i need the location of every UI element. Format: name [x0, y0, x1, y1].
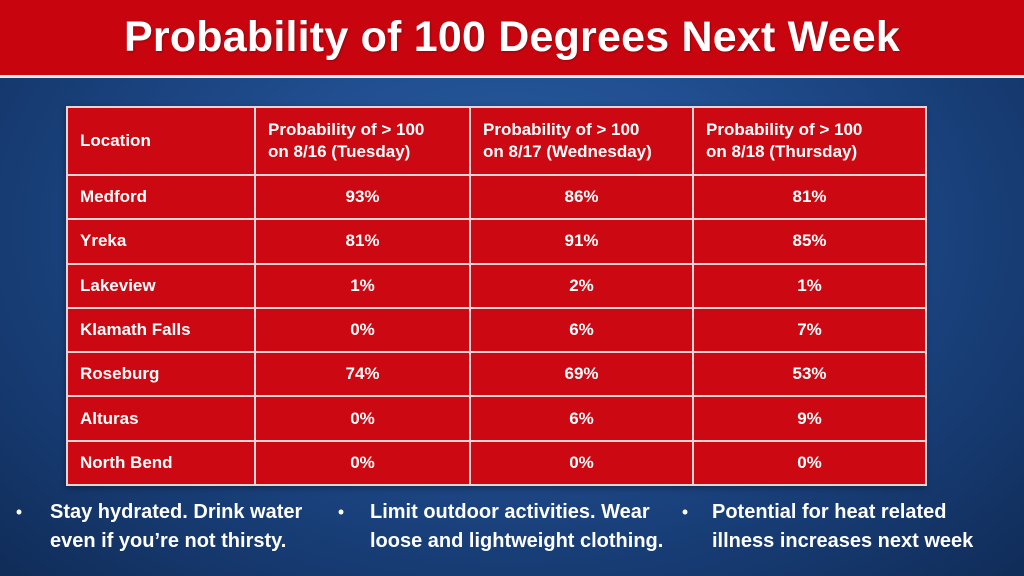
value-cell: 0% — [469, 439, 694, 487]
tip-outdoor: • Limit outdoor activities. Wear loose a… — [330, 498, 663, 556]
value-cell: 0% — [254, 439, 471, 487]
value-cell: 53% — [692, 351, 927, 398]
location-cell: Yreka — [66, 218, 256, 265]
value-cell: 91% — [469, 218, 694, 265]
bullet-icon: • — [15, 502, 23, 522]
value-cell: 6% — [469, 395, 694, 442]
bullet-icon: • — [681, 502, 689, 522]
location-cell: Alturas — [66, 395, 256, 442]
value-cell: 85% — [692, 218, 927, 265]
table-row: Yreka 81% 91% 85% — [66, 218, 927, 265]
value-cell: 81% — [692, 173, 927, 221]
location-cell: North Bend — [66, 439, 256, 487]
value-cell: 0% — [254, 306, 471, 354]
location-cell: Medford — [66, 173, 256, 221]
table-row: Lakeview 1% 2% 1% — [66, 262, 927, 309]
table-row: North Bend 0% 0% 0% — [66, 439, 927, 487]
value-cell: 93% — [254, 173, 471, 221]
table-header-row: Location Probability of > 100 on 8/16 (T… — [66, 106, 927, 176]
table-row: Klamath Falls 0% 6% 7% — [66, 306, 927, 354]
location-cell: Klamath Falls — [66, 306, 256, 354]
tip-illness: • Potential for heat related illness inc… — [674, 498, 973, 556]
value-cell: 81% — [254, 218, 471, 265]
bullet-icon: • — [337, 502, 345, 522]
header-wednesday: Probability of > 100 on 8/17 (Wednesday) — [469, 106, 694, 176]
value-cell: 1% — [254, 262, 471, 309]
location-cell: Lakeview — [66, 262, 256, 309]
value-cell: 0% — [692, 439, 927, 487]
table-row: Alturas 0% 6% 9% — [66, 395, 927, 442]
value-cell: 7% — [692, 306, 927, 354]
value-cell: 86% — [469, 173, 694, 221]
value-cell: 74% — [254, 351, 471, 398]
table-row: Medford 93% 86% 81% — [66, 173, 927, 221]
value-cell: 9% — [692, 395, 927, 442]
tip-text: Limit outdoor activities. Wear loose and… — [370, 501, 664, 552]
value-cell: 69% — [469, 351, 694, 398]
tip-text: Potential for heat related illness incre… — [712, 501, 974, 552]
value-cell: 1% — [692, 262, 927, 309]
title-bar: Probability of 100 Degrees Next Week — [0, 0, 1024, 78]
header-location: Location — [66, 106, 256, 176]
value-cell: 2% — [469, 262, 694, 309]
table-row: Roseburg 74% 69% 53% — [66, 351, 927, 398]
header-thursday: Probability of > 100 on 8/18 (Thursday) — [692, 106, 927, 176]
safety-tips: • Stay hydrated. Drink water even if you… — [0, 498, 1024, 568]
tip-text: Stay hydrated. Drink water even if you’r… — [50, 501, 303, 552]
probability-table-container: Location Probability of > 100 on 8/16 (T… — [66, 106, 927, 487]
page-title: Probability of 100 Degrees Next Week — [124, 13, 900, 61]
header-tuesday: Probability of > 100 on 8/16 (Tuesday) — [254, 106, 471, 176]
tip-hydration: • Stay hydrated. Drink water even if you… — [8, 498, 302, 556]
value-cell: 6% — [469, 306, 694, 354]
probability-table: Location Probability of > 100 on 8/16 (T… — [66, 106, 927, 487]
value-cell: 0% — [254, 395, 471, 442]
location-cell: Roseburg — [66, 351, 256, 398]
